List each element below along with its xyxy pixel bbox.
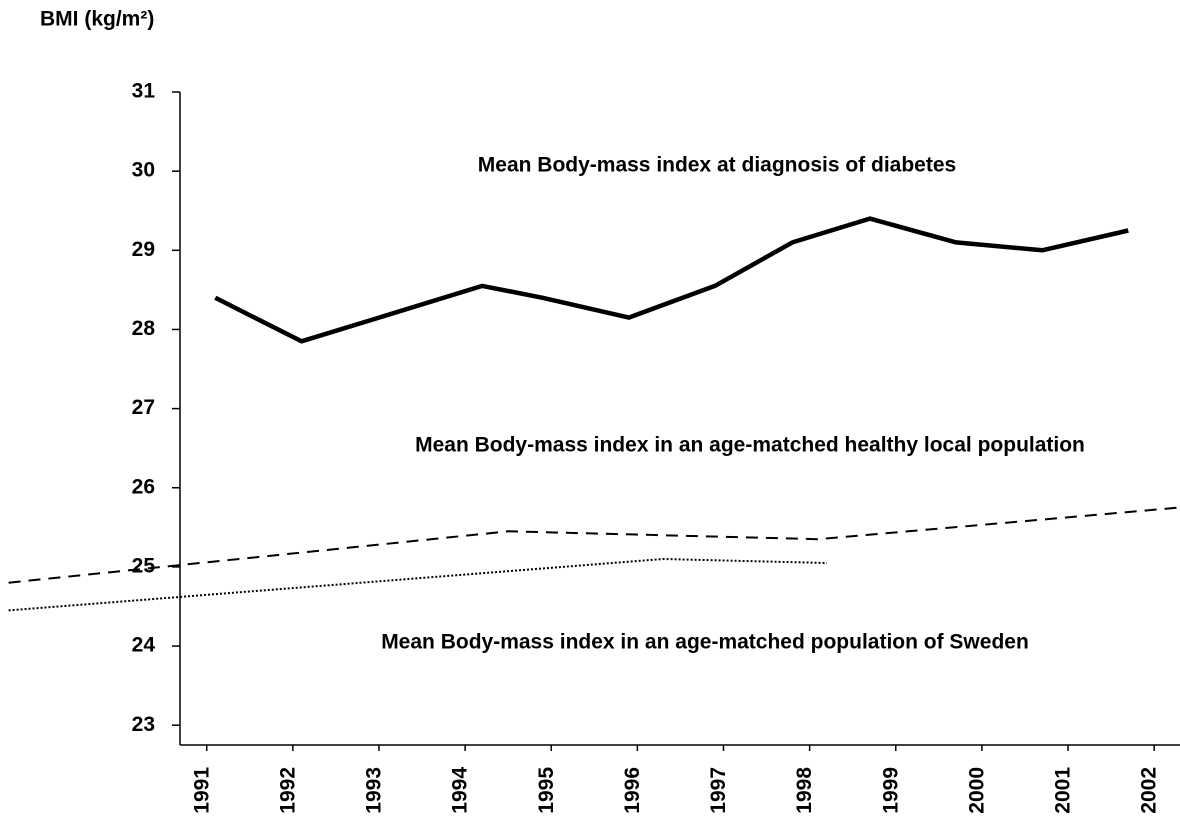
series-line (8, 506, 1180, 584)
x-tick-label: 1993 (363, 767, 386, 814)
y-tick-label: 26 (132, 475, 155, 498)
series-line (8, 558, 827, 612)
series-label: Mean Body-mass index in an age-matched h… (415, 434, 1085, 457)
y-tick-label: 29 (132, 238, 155, 261)
series-line (214, 216, 1129, 344)
x-tick-label: 2002 (1138, 767, 1161, 814)
x-tick-label: 1991 (190, 767, 213, 814)
y-tick-label: 25 (132, 554, 156, 577)
series-label: Mean Body-mass index in an age-matched p… (381, 631, 1029, 654)
x-tick-label: 1999 (879, 767, 902, 814)
x-tick-label: 2001 (1052, 767, 1075, 814)
y-tick-label: 27 (132, 396, 155, 419)
x-tick-label: 1997 (707, 767, 730, 814)
series-label: Mean Body-mass index at diagnosis of dia… (478, 154, 956, 177)
x-tick-label: 1992 (276, 767, 299, 814)
x-tick-label: 1998 (793, 767, 816, 814)
x-tick-label: 2000 (965, 767, 988, 814)
y-tick-label: 31 (132, 80, 156, 103)
x-tick-label: 1995 (535, 767, 558, 814)
y-tick-label: 30 (132, 159, 155, 182)
y-tick-label: 28 (132, 317, 156, 340)
x-tick-label: 1994 (449, 767, 472, 814)
y-tick-label: 23 (132, 713, 155, 736)
chart-title: BMI (kg/m²) (40, 8, 154, 31)
y-tick-label: 24 (132, 634, 156, 657)
x-tick-label: 1996 (621, 767, 644, 814)
